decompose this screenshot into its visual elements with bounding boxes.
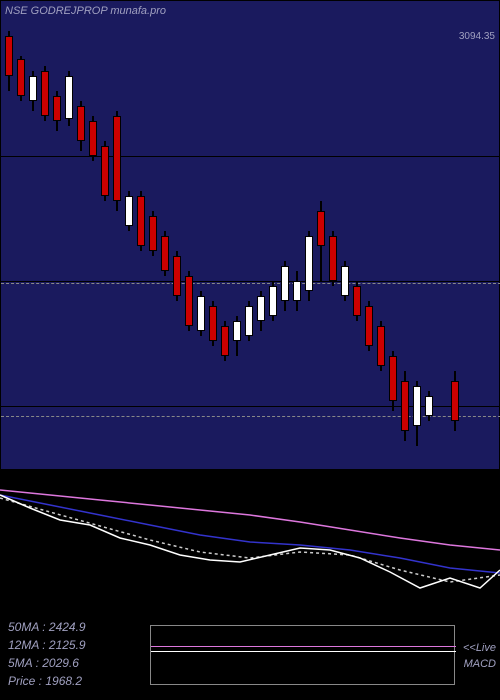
ma-line-12 — [0, 495, 500, 573]
gridline — [1, 156, 500, 157]
macd-box — [150, 625, 455, 685]
candlestick-panel: NSE GODREJPROP munafa.pro 3094.35 — [0, 0, 500, 470]
candle — [77, 101, 85, 151]
chart-title: NSE GODREJPROP munafa.pro — [5, 5, 166, 17]
gridline — [1, 281, 500, 282]
candle — [53, 91, 61, 131]
ma12-label: 12MA : 2125.9 — [8, 638, 86, 652]
candle — [173, 251, 181, 301]
candle — [89, 116, 97, 161]
candle — [377, 321, 385, 371]
candle — [425, 391, 433, 421]
candle — [451, 371, 459, 431]
candle — [185, 271, 193, 331]
candle — [17, 56, 25, 101]
stock-chart-container: NSE GODREJPROP munafa.pro 3094.35 50MA :… — [0, 0, 500, 700]
candle — [149, 211, 157, 256]
candle — [209, 301, 217, 346]
dashed-line — [1, 283, 500, 284]
candle — [305, 231, 313, 301]
ma50-label: 50MA : 2424.9 — [8, 620, 86, 634]
macd-line-white — [151, 651, 456, 652]
candle — [317, 201, 325, 281]
candle — [65, 71, 73, 126]
candle — [101, 141, 109, 201]
macd-live-label: <<Live — [463, 642, 496, 654]
candle — [5, 31, 13, 91]
candle — [137, 191, 145, 251]
candle — [233, 316, 241, 356]
candle — [413, 381, 421, 446]
candle — [401, 371, 409, 441]
candle — [341, 261, 349, 301]
candle — [365, 301, 373, 351]
candle — [245, 301, 253, 341]
ma-line-50 — [0, 490, 500, 550]
candle — [353, 281, 361, 321]
candle — [293, 271, 301, 311]
macd-label: MACD — [464, 658, 496, 670]
candle — [113, 111, 121, 211]
candle — [329, 231, 337, 286]
candle — [281, 261, 289, 311]
price-label: Price : 1968.2 — [8, 674, 82, 688]
ma5-label: 5MA : 2029.6 — [8, 656, 79, 670]
candle — [221, 321, 229, 361]
candle — [389, 351, 397, 411]
price-label-top: 3094.35 — [459, 31, 495, 42]
candle — [125, 191, 133, 231]
candle — [257, 291, 265, 331]
ma-lines-svg — [0, 470, 500, 610]
candle — [269, 281, 277, 321]
candle — [29, 71, 37, 111]
candle — [197, 291, 205, 336]
indicator-panel: 50MA : 2424.9 12MA : 2125.9 5MA : 2029.6… — [0, 470, 500, 700]
candle — [161, 231, 169, 276]
macd-line-pink — [151, 646, 456, 647]
candle — [41, 66, 49, 121]
